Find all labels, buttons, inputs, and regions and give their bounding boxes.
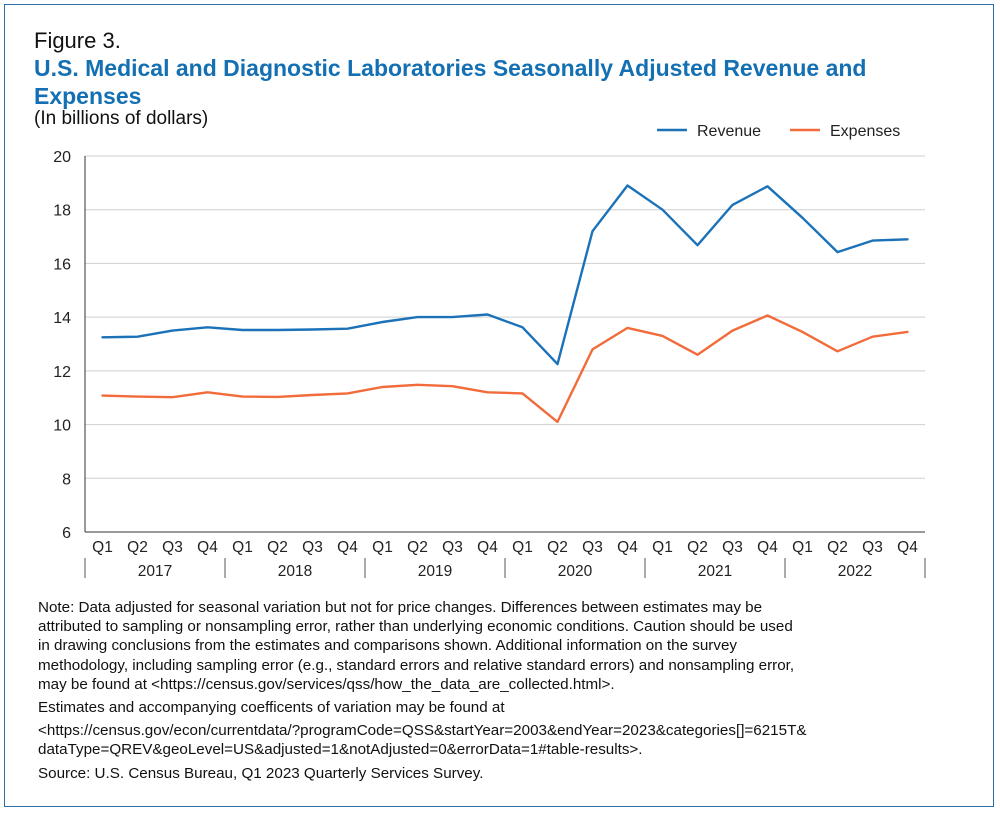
legend-label-expenses: Expenses: [830, 123, 900, 140]
x-tick-label: Q4: [477, 539, 498, 556]
x-tick-label: Q1: [792, 539, 813, 556]
x-tick-label: Q2: [407, 539, 428, 556]
note-line: Note: Data adjusted for seasonal variati…: [38, 599, 763, 616]
x-tick-label: Q3: [722, 539, 743, 556]
y-tick-label: 10: [53, 418, 71, 435]
figure-subtitle: (In billions of dollars): [34, 108, 209, 129]
x-tick-label: Q1: [372, 539, 393, 556]
x-tick-label: Q4: [337, 539, 358, 556]
y-tick-label: 14: [53, 310, 71, 327]
url-line: <https://census.gov/econ/currentdata/?pr…: [38, 722, 807, 740]
x-tick-label: Q3: [302, 539, 323, 556]
figure-frame: [4, 4, 994, 807]
year-label: 2018: [278, 563, 312, 580]
series-line-expenses: [101, 314, 909, 424]
y-tick-label: 8: [62, 471, 71, 488]
note-line: methodology, including sampling error (e…: [38, 656, 795, 674]
year-label: 2017: [138, 563, 172, 580]
year-label: 2019: [418, 563, 452, 580]
note-line: may be found at <https://census.gov/serv…: [38, 675, 615, 693]
x-tick-label: Q3: [862, 539, 883, 556]
x-tick-label: Q1: [232, 539, 253, 556]
line-chart: 6 8 10 12 14 16 18 20 Q1 Q2 Q3 Q4 Q1 Q2 Q3 Q4 Q1 Q2 Q3 Q4 Q1…: [53, 123, 926, 580]
y-tick-label: 18: [53, 203, 71, 220]
y-tick-label: 16: [53, 256, 71, 273]
estimates-line: Estimates and accompanying coefficents o…: [38, 699, 505, 717]
notes-section: Note: Data adjusted for seasonal variati…: [38, 598, 978, 783]
y-tick-label: 6: [62, 525, 71, 542]
note-line: attributed to sampling or nonsampling er…: [38, 618, 793, 636]
legend-label-revenue: Revenue: [697, 123, 761, 140]
series-line-revenue: [101, 184, 909, 366]
x-tick-label: Q2: [827, 539, 848, 556]
x-tick-label: Q3: [582, 539, 603, 556]
x-tick-label: Q1: [512, 539, 533, 556]
x-tick-label: Q3: [162, 539, 183, 556]
figure-label: Figure 3.: [34, 28, 121, 53]
y-tick-label: 20: [53, 149, 71, 166]
url-line: dataType=QREV&geoLevel=US&adjusted=1&not…: [38, 741, 643, 759]
x-tick-label: Q2: [687, 539, 708, 556]
x-tick-label: Q2: [547, 539, 568, 556]
x-tick-label: Q1: [652, 539, 673, 556]
year-label: 2021: [698, 563, 732, 580]
x-tick-label: Q4: [757, 539, 778, 556]
x-tick-label: Q2: [127, 539, 148, 556]
x-tick-label: Q4: [197, 539, 218, 556]
x-tick-label: Q3: [442, 539, 463, 556]
figure-title: U.S. Medical and Diagnostic Laboratories…: [34, 55, 867, 109]
x-tick-label: Q4: [617, 539, 638, 556]
x-tick-label: Q1: [92, 539, 113, 556]
year-label: 2020: [558, 563, 593, 580]
source-line: Source: U.S. Census Bureau, Q1 2023 Quar…: [38, 764, 484, 782]
y-tick-label: 12: [53, 364, 71, 381]
note-line: in drawing conclusions from the estimate…: [38, 637, 737, 655]
year-label: 2022: [838, 563, 872, 580]
x-tick-label: Q2: [267, 539, 288, 556]
x-tick-label: Q4: [897, 539, 918, 556]
